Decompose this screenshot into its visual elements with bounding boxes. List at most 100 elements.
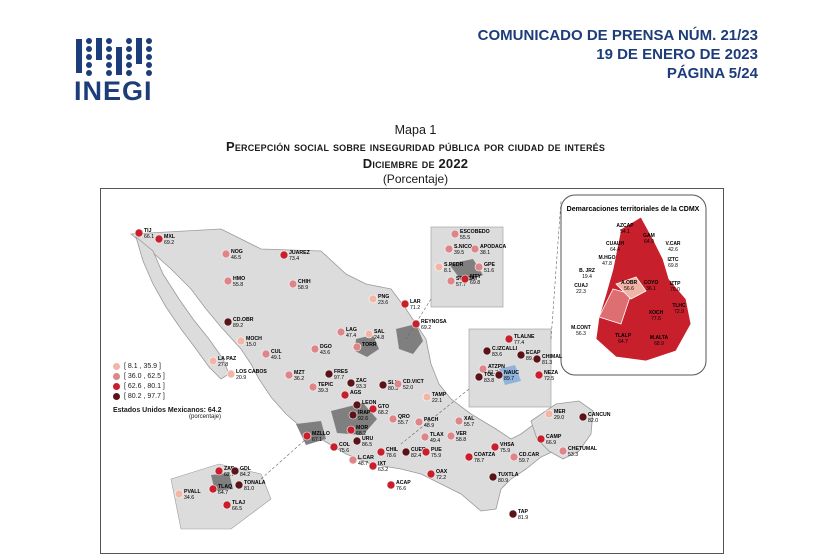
city-name: CUER xyxy=(411,447,426,453)
city-dot xyxy=(444,244,454,254)
city-value: 93.3 xyxy=(356,384,366,390)
city-dot xyxy=(346,425,356,435)
city-name: TLAX xyxy=(430,432,444,438)
city-value: 29.0 xyxy=(554,415,564,421)
city-name: SLP xyxy=(388,380,399,386)
city-value: 55.8 xyxy=(233,282,243,288)
city-name: LA PAZ xyxy=(218,356,237,362)
cdmx-district-name: XOCH xyxy=(649,310,664,316)
city-value: 39.3 xyxy=(318,388,328,394)
city-dot xyxy=(223,317,233,327)
city-name: PUE xyxy=(431,447,442,453)
national-unit: (porcentaje) xyxy=(189,414,222,420)
city-dot xyxy=(578,412,588,422)
legend-label: [ 8.1 , 35.9 ] xyxy=(124,362,161,370)
cdmx-district-name: IZTP xyxy=(670,281,681,287)
city-dot xyxy=(388,414,398,424)
city-name: S.NICO xyxy=(454,244,472,250)
city-value: 43.6 xyxy=(320,350,330,356)
cdmx-district-name: B. JRZ xyxy=(579,268,595,274)
cdmx-district-name: TLHC xyxy=(672,303,686,309)
city-dot xyxy=(454,416,464,426)
legend-label: [ 36.0 , 62.5 ] xyxy=(124,372,165,380)
city-dot xyxy=(508,509,518,519)
city-dot xyxy=(208,356,218,366)
city-dot xyxy=(279,250,289,260)
cdmx-district-name: M.CONT xyxy=(571,325,591,331)
city-name: TLAQ xyxy=(218,484,232,490)
map-title: Percepción social sobre inseguridad públ… xyxy=(225,139,606,154)
city-dot xyxy=(401,447,411,457)
cdmx-district-value: 76.0 xyxy=(670,287,680,293)
city-value: 55.5 xyxy=(460,235,470,241)
cdmx-district-value: 19.4 xyxy=(582,274,592,280)
legend: [ 8.1 , 35.9 ] [ 36.0 , 62.5 ] [ 62.6 , 80… xyxy=(113,361,273,420)
city-name: L.CAR xyxy=(358,455,374,461)
city-dot xyxy=(474,372,484,382)
city-value: 22.1 xyxy=(432,398,442,404)
city-name: TOL xyxy=(484,372,495,378)
city-dot xyxy=(234,480,244,490)
city-value: 69.8 xyxy=(470,280,480,286)
city-value: 80.5 xyxy=(388,386,398,392)
city-name: MTY xyxy=(470,274,481,280)
legend-item: [ 80.2 , 97.7 ] xyxy=(113,391,273,401)
cdmx-district-name: M.ALTA xyxy=(650,335,669,341)
city-name: C.IZCALLI xyxy=(492,346,518,352)
baja-california xyxy=(135,235,230,380)
city-value: 76.6 xyxy=(396,486,406,492)
city-value: 78.7 xyxy=(474,458,484,464)
city-dot xyxy=(378,380,388,390)
city-dot xyxy=(223,276,233,286)
city-name: LAR xyxy=(410,299,421,305)
city-dot xyxy=(504,334,514,344)
city-name: CD.OBR xyxy=(233,317,254,323)
cdmx-district-name: V.CAR xyxy=(665,241,680,247)
cdmx-district-value: 22.3 xyxy=(576,289,586,295)
city-name: TLALNE xyxy=(514,334,535,340)
city-name: HMO xyxy=(233,276,245,282)
city-name: LEON xyxy=(362,400,377,406)
legend-swatch xyxy=(113,372,120,380)
city-dot xyxy=(482,346,492,356)
city-name: GTO xyxy=(378,404,389,410)
city-dot xyxy=(222,500,232,510)
city-dot xyxy=(288,279,298,289)
city-value: 82.0 xyxy=(588,418,598,424)
map-unit: (Porcentaje) xyxy=(382,172,449,186)
city-name: URU xyxy=(362,436,373,442)
city-dot xyxy=(470,244,480,254)
page-number: PÁGINA 5/24 xyxy=(666,65,758,82)
city-value: 62.7 xyxy=(224,472,234,478)
city-dot xyxy=(310,344,320,354)
city-value: 49.4 xyxy=(430,438,440,444)
city-value: 46.5 xyxy=(231,255,241,261)
city-name: MZLLO xyxy=(312,431,330,437)
city-dot xyxy=(534,370,544,380)
legend-label: [ 80.2 , 97.7 ] xyxy=(124,392,165,400)
city-dot xyxy=(352,436,362,446)
city-dot xyxy=(368,461,378,471)
